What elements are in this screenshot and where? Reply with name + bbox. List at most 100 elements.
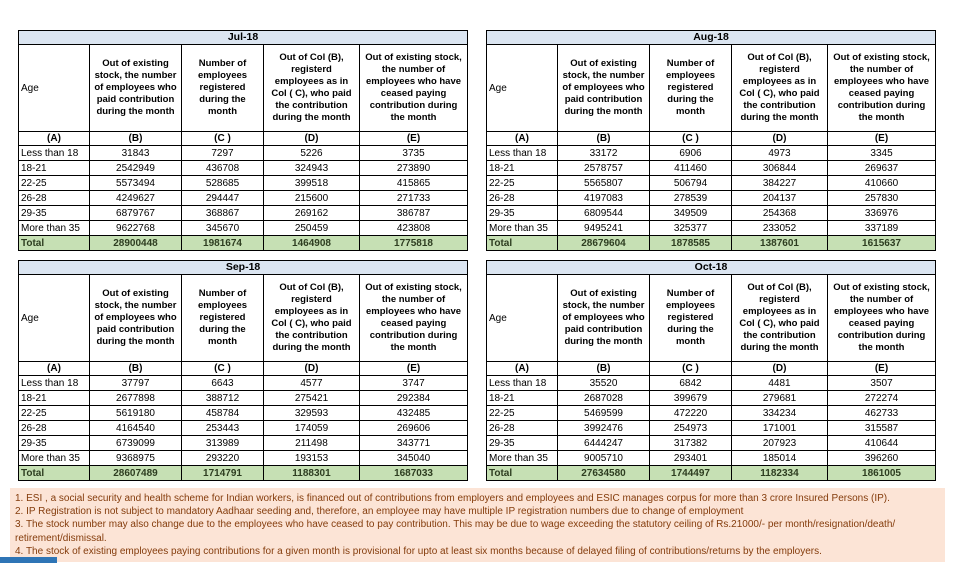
value-cell: 337189	[826, 220, 937, 236]
value-cell: 9495241	[557, 220, 650, 236]
total-value-cell: 1861005	[826, 465, 937, 481]
column-header-b: Out of existing stock, the number of emp…	[89, 44, 182, 132]
total-value-cell: 1744497	[649, 465, 732, 481]
value-cell: 2687028	[557, 390, 650, 406]
value-cell: 399518	[263, 175, 360, 191]
sheet-tab-indicator[interactable]	[0, 557, 57, 563]
month-table-sep-18: Sep-18 Age Out of existing stock, the numb…	[17, 260, 469, 481]
column-letter: (E)	[826, 131, 937, 146]
footnotes-block: 1. ESI , a social security and health sc…	[10, 488, 945, 562]
value-cell: 5226	[263, 145, 360, 161]
column-letter: (A)	[486, 131, 558, 146]
value-cell: 211498	[263, 435, 360, 451]
value-cell: 423808	[358, 220, 469, 236]
value-cell: 384227	[731, 175, 828, 191]
value-cell: 5573494	[89, 175, 182, 191]
age-group-cell: More than 35	[18, 450, 90, 466]
value-cell: 294447	[181, 190, 264, 206]
value-cell: 269162	[263, 205, 360, 221]
value-cell: 410644	[826, 435, 937, 451]
value-cell: 6879767	[89, 205, 182, 221]
value-cell: 2677898	[89, 390, 182, 406]
age-group-cell: More than 35	[486, 450, 558, 466]
month-table-aug-18: Aug-18 Age Out of existing stock, the numb…	[485, 30, 937, 251]
value-cell: 4973	[731, 145, 828, 161]
value-cell: 33172	[557, 145, 650, 161]
table-row: 26-28 4249627 294447 215600 271733	[18, 190, 469, 206]
total-row: Total 28607489 1714791 1188301 1687033	[18, 465, 469, 481]
value-cell: 250459	[263, 220, 360, 236]
column-letter: (C )	[649, 131, 732, 146]
total-label-cell: Total	[486, 465, 558, 481]
column-letter: (D)	[263, 361, 360, 376]
age-group-cell: More than 35	[486, 220, 558, 236]
total-value-cell: 28900448	[89, 235, 182, 251]
column-letter: (C )	[649, 361, 732, 376]
table-row: 22-25 5573494 528685 399518 415865	[18, 175, 469, 191]
value-cell: 278539	[649, 190, 732, 206]
value-cell: 233052	[731, 220, 828, 236]
total-value-cell: 1878585	[649, 235, 732, 251]
age-group-cell: 26-28	[486, 190, 558, 206]
age-group-cell: 26-28	[486, 420, 558, 436]
value-cell: 325377	[649, 220, 732, 236]
column-header-d: Out of Col (B), registerd employees as i…	[731, 274, 828, 362]
value-cell: 9368975	[89, 450, 182, 466]
age-group-cell: 29-35	[18, 205, 90, 221]
value-cell: 9005710	[557, 450, 650, 466]
value-cell: 6643	[181, 375, 264, 391]
age-column-header: Age	[486, 44, 558, 132]
value-cell: 204137	[731, 190, 828, 206]
column-letter: (D)	[263, 131, 360, 146]
value-cell: 329593	[263, 405, 360, 421]
column-header-c: Number of employees registered during th…	[649, 274, 732, 362]
value-cell: 193153	[263, 450, 360, 466]
value-cell: 254368	[731, 205, 828, 221]
value-cell: 292384	[358, 390, 469, 406]
value-cell: 458784	[181, 405, 264, 421]
month-title: Sep-18	[17, 260, 469, 275]
value-cell: 3507	[826, 375, 937, 391]
value-cell: 2578757	[557, 160, 650, 176]
column-header-d: Out of Col (B), registerd employees as i…	[263, 274, 360, 362]
column-header-c: Number of employees registered during th…	[181, 274, 264, 362]
column-letter: (B)	[557, 361, 650, 376]
value-cell: 271733	[358, 190, 469, 206]
value-cell: 4197083	[557, 190, 650, 206]
value-cell: 253443	[181, 420, 264, 436]
value-cell: 415865	[358, 175, 469, 191]
month-table-jul-18: Jul-18 Age Out of existing stock, the numb…	[17, 30, 469, 251]
total-value-cell: 1387601	[731, 235, 828, 251]
table-row: 29-35 6739099 313989 211498 343771	[18, 435, 469, 451]
value-cell: 269637	[826, 160, 937, 176]
value-cell: 174059	[263, 420, 360, 436]
column-letter: (E)	[358, 361, 469, 376]
total-row: Total 28679604 1878585 1387601 1615637	[486, 235, 937, 251]
value-cell: 368867	[181, 205, 264, 221]
table-row: More than 35 9368975 293220 193153 345040	[18, 450, 469, 466]
age-group-cell: 29-35	[486, 205, 558, 221]
value-cell: 6842	[649, 375, 732, 391]
value-cell: 6444247	[557, 435, 650, 451]
month-title: Aug-18	[485, 30, 937, 45]
value-cell: 4249627	[89, 190, 182, 206]
table-row: Less than 18 37797 6643 4577 3747	[18, 375, 469, 391]
value-cell: 269606	[358, 420, 469, 436]
column-header-e: Out of existing stock, the number of emp…	[358, 44, 469, 132]
month-table-oct-18: Oct-18 Age Out of existing stock, the numb…	[485, 260, 937, 481]
age-group-cell: 18-21	[18, 390, 90, 406]
table-row: 26-28 3992476 254973 171001 315587	[486, 420, 937, 436]
age-group-cell: 29-35	[18, 435, 90, 451]
value-cell: 324943	[263, 160, 360, 176]
total-value-cell: 1714791	[181, 465, 264, 481]
column-letter: (E)	[826, 361, 937, 376]
column-header-d: Out of Col (B), registerd employees as i…	[731, 44, 828, 132]
total-value-cell: 1981674	[181, 235, 264, 251]
age-group-cell: More than 35	[18, 220, 90, 236]
value-cell: 254973	[649, 420, 732, 436]
total-label-cell: Total	[486, 235, 558, 251]
value-cell: 171001	[731, 420, 828, 436]
value-cell: 185014	[731, 450, 828, 466]
column-letter: (A)	[18, 131, 90, 146]
